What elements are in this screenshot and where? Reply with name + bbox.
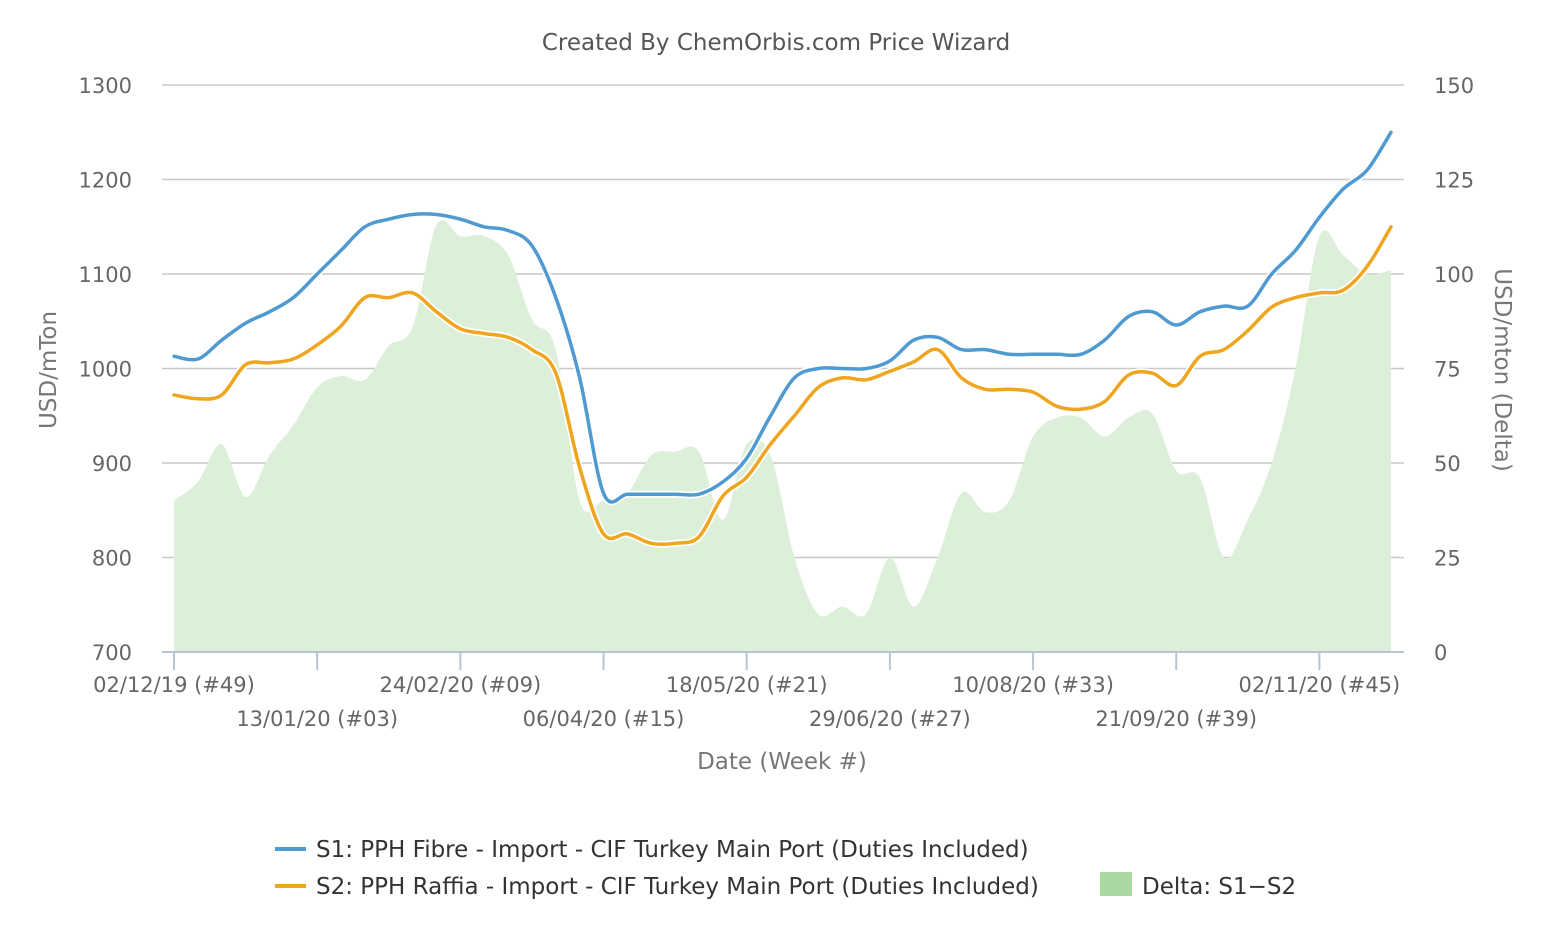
chart-title: Created By ChemOrbis.com Price Wizard (542, 30, 1010, 56)
delta-area-layer (174, 219, 1391, 652)
series-lines-layer (172, 130, 1395, 548)
y-right-tick-label: 25 (1434, 547, 1461, 571)
legend-label-s2: S2: PPH Raffia - Import - CIF Turkey Mai… (316, 874, 1039, 900)
y-left-tick-label: 1100 (79, 263, 132, 287)
legend-swatch-delta (1100, 872, 1132, 896)
y-left-tick-label: 1000 (79, 358, 132, 382)
delta-area (174, 219, 1391, 652)
y-right-tick-label: 50 (1434, 452, 1461, 476)
x-tick-label: 02/11/20 (#45) (1239, 673, 1401, 697)
y-right-tick-label: 100 (1434, 263, 1474, 287)
series-line-s1 (172, 130, 1393, 504)
y-axis-left-label: USD/mTon (36, 311, 62, 429)
x-axis-label: Date (Week #) (697, 749, 867, 775)
x-tick-label: 21/09/20 (#39) (1095, 707, 1257, 731)
x-tick-label: 13/01/20 (#03) (236, 707, 398, 731)
y-left-tick-label: 700 (92, 641, 132, 665)
legend-item-s1[interactable]: S1: PPH Fibre - Import - CIF Turkey Main… (275, 837, 1029, 863)
x-tick-label: 02/12/19 (#49) (93, 673, 255, 697)
y-right-tick-label: 0 (1434, 641, 1447, 665)
x-tick-label: 18/05/20 (#21) (666, 673, 828, 697)
y-right-tick-label: 125 (1434, 169, 1474, 193)
y-axis-right-label: USD/mton (Delta) (1489, 268, 1515, 472)
x-tick-label: 29/06/20 (#27) (809, 707, 971, 731)
legend-label-s1: S1: PPH Fibre - Import - CIF Turkey Main… (316, 837, 1029, 863)
legend-item-delta[interactable]: Delta: S1−S2 (1100, 872, 1296, 900)
legend-label-delta: Delta: S1−S2 (1142, 874, 1296, 900)
y-left-tick-label: 900 (92, 452, 132, 476)
legend-item-s2[interactable]: S2: PPH Raffia - Import - CIF Turkey Mai… (275, 874, 1039, 900)
x-tick-label: 24/02/20 (#09) (380, 673, 542, 697)
legend: S1: PPH Fibre - Import - CIF Turkey Main… (275, 837, 1296, 900)
y-left-tick-label: 1200 (79, 169, 132, 193)
series-line-s2 (172, 225, 1393, 547)
axes: 700 800 900 1000 1100 1200 1300 0 25 50 75 100 125 15… (79, 74, 1475, 731)
y-right-tick-label: 75 (1434, 358, 1461, 382)
y-right-tick-label: 150 (1434, 74, 1474, 98)
y-left-tick-label: 1300 (79, 74, 132, 98)
x-tick-label: 10/08/20 (#33) (952, 673, 1114, 697)
x-tick-label: 06/04/20 (#15) (523, 707, 685, 731)
y-left-tick-label: 800 (92, 547, 132, 571)
